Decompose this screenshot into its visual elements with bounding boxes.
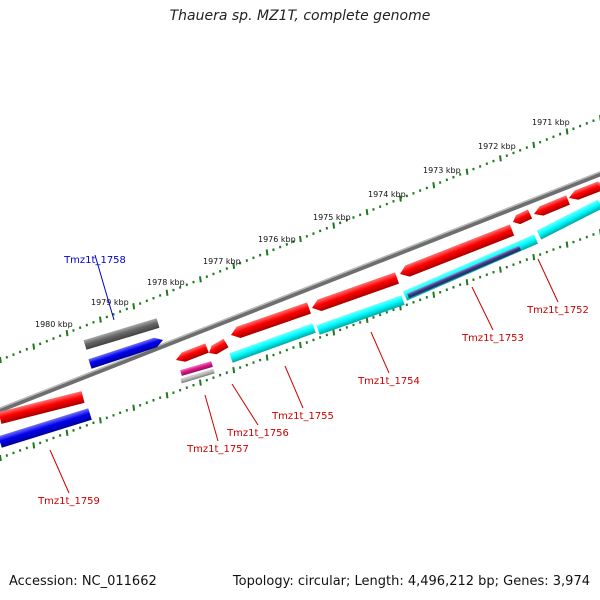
ruler-tick <box>499 155 502 162</box>
ruler-tick <box>432 182 436 189</box>
gene-label: Tmz1t_1753 <box>461 333 524 344</box>
ruler-tick <box>232 262 236 270</box>
gene-label: Tmz1t_1755 <box>271 411 334 422</box>
inner-ruler-tick <box>199 379 202 386</box>
gene-label: Tmz1t_1759 <box>37 496 100 507</box>
inner-ruler-tick <box>265 354 269 361</box>
gene-block-edge <box>597 182 600 188</box>
ruler-tick <box>532 141 536 149</box>
ruler-tick <box>332 222 336 229</box>
ruler-tick <box>99 316 102 323</box>
gene-block-1758 <box>83 318 160 350</box>
gene-label: Tmz1t_1756 <box>226 428 289 439</box>
ruler-tick <box>399 195 402 202</box>
ruler-tick <box>565 128 569 135</box>
ruler-tick <box>65 329 69 337</box>
ruler-tick <box>265 249 269 256</box>
gene-block-1757-gray <box>180 368 215 384</box>
gene-label-leader <box>49 449 70 494</box>
gene-block-1757a <box>176 343 209 362</box>
ruler-tick <box>465 168 469 175</box>
inner-ruler-tick <box>232 366 236 374</box>
ruler-label: 1973 kbp <box>423 166 461 175</box>
gene-block-1757b <box>209 338 229 355</box>
gene-block-1757-magenta <box>180 361 213 376</box>
ruler-tick <box>0 356 2 364</box>
gene-block-1751 <box>569 181 600 200</box>
gene-block-1754-cyan <box>316 295 405 335</box>
ruler-label: 1972 kbp <box>478 142 516 151</box>
ruler-label: 1971 kbp <box>532 118 570 127</box>
ruler-label: 1979 kbp <box>91 298 129 307</box>
gene-block-1759-track <box>0 408 92 448</box>
gene-label: Tmz1t_1752 <box>526 305 589 316</box>
ruler-label: 1978 kbp <box>147 278 185 287</box>
inner-ruler-tick <box>132 404 136 411</box>
gene-label: Tmz1t_1754 <box>357 376 420 387</box>
inner-ruler-tick <box>299 341 302 349</box>
inner-ruler-tick <box>332 329 336 336</box>
backbone-line <box>0 171 600 413</box>
accession-text: Accession: NC_011662 <box>9 574 157 589</box>
gene-block-1753 <box>400 224 515 277</box>
ruler-label: 1976 kbp <box>258 235 296 244</box>
ruler-tick <box>32 343 36 350</box>
gene-label-leader <box>537 258 559 303</box>
ruler-tick <box>165 289 169 296</box>
inner-ruler-tick <box>99 417 102 424</box>
genome-summary-text: Topology: circular; Length: 4,496,212 bp… <box>232 574 590 589</box>
map-title: Thauera sp. MZ1T, complete genome <box>169 8 431 24</box>
gene-block-1759 <box>0 391 85 424</box>
inner-ruler-tick <box>565 241 569 248</box>
ruler-tick <box>365 208 369 216</box>
gene-block-1756 <box>231 302 311 339</box>
gene-block-1754 <box>312 272 399 311</box>
gene-block-1752 <box>534 195 570 216</box>
gene-label-leader <box>284 365 304 409</box>
gene-block-1755 <box>229 323 316 363</box>
gene-block-1752-small <box>513 209 533 225</box>
inner-ruler-tick <box>499 266 502 273</box>
inner-ruler-tick <box>432 291 436 298</box>
inner-ruler-tick <box>32 442 36 449</box>
gene-label-leader <box>94 254 115 321</box>
ruler-label: 1980 kbp <box>35 320 73 329</box>
inner-ruler-tick <box>465 279 469 286</box>
gene-label: Tmz1t_1757 <box>186 444 249 455</box>
gene-label-leader <box>204 394 219 442</box>
gene-label-leader <box>370 331 390 374</box>
backbone-highlight <box>0 171 600 409</box>
inner-ruler-tick <box>0 454 2 462</box>
gene-label-leader <box>471 286 494 331</box>
ruler-tick <box>199 276 202 283</box>
gene-label-leader <box>231 383 259 426</box>
gene-block-1753-slate <box>407 245 521 299</box>
inner-ruler-tick <box>65 429 69 437</box>
ruler-label: 1974 kbp <box>368 190 406 199</box>
ruler-tick <box>132 303 136 310</box>
ruler-tick <box>299 235 302 243</box>
gene-block-1758-track <box>88 337 163 369</box>
gene-label: Tmz1t_1758 <box>63 255 126 266</box>
inner-ruler-tick <box>532 253 536 261</box>
ruler-label: 1975 kbp <box>313 213 351 222</box>
gene-block-1752-cyan <box>536 199 600 240</box>
ruler-label: 1977 kbp <box>203 257 241 266</box>
inner-ruler-tick <box>165 392 169 399</box>
